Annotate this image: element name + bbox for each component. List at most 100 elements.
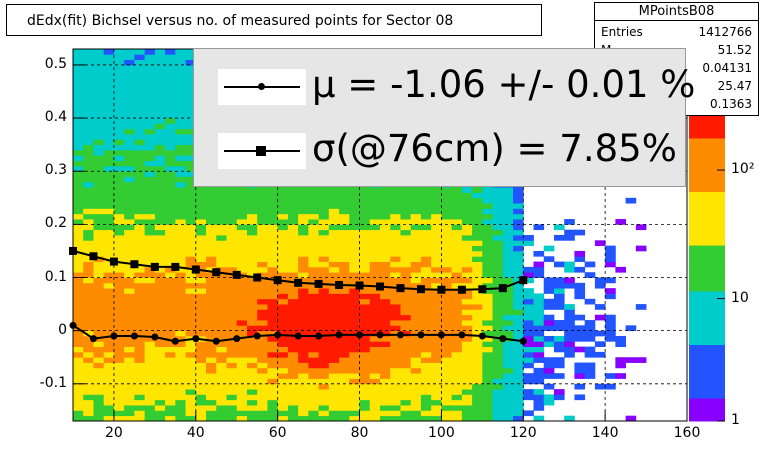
heatmap-cell xyxy=(277,219,289,225)
heatmap-cell xyxy=(185,282,197,289)
heatmap-cell xyxy=(502,314,514,321)
palette-band xyxy=(689,252,725,261)
heatmap-cell xyxy=(328,224,340,231)
heatmap-cell xyxy=(431,197,442,204)
heatmap-cell xyxy=(267,335,279,342)
heatmap-cell xyxy=(257,240,268,247)
heatmap-cell xyxy=(113,203,125,209)
heatmap-cell xyxy=(134,160,146,167)
heatmap-cell xyxy=(298,309,309,316)
heatmap-cell xyxy=(165,277,176,284)
heatmap-cell xyxy=(472,277,483,284)
heatmap-cell xyxy=(339,410,350,417)
heatmap-cell xyxy=(113,139,125,146)
heatmap-cell xyxy=(318,197,330,204)
heatmap-cell xyxy=(298,405,309,411)
heatmap-cell xyxy=(144,128,156,135)
heatmap-cell xyxy=(390,192,401,199)
heatmap-cell xyxy=(226,277,238,284)
heatmap-cell xyxy=(298,235,309,241)
heatmap-cell xyxy=(83,91,94,98)
heatmap-cell xyxy=(216,298,227,305)
heatmap-cell xyxy=(267,320,279,326)
heatmap-cell xyxy=(513,187,524,193)
heatmap-cell xyxy=(308,197,319,204)
heatmap-cell xyxy=(277,282,289,289)
heatmap-cell xyxy=(461,394,473,401)
heatmap-cell xyxy=(482,320,493,326)
heatmap-cell xyxy=(103,394,115,401)
heatmap-cell xyxy=(134,293,146,300)
heatmap-cell xyxy=(206,314,217,321)
heatmap-cell xyxy=(431,415,442,422)
heatmap-cell xyxy=(113,229,125,236)
palette-band xyxy=(689,283,725,292)
heatmap-cell xyxy=(83,49,94,55)
heatmap-cell xyxy=(441,309,453,316)
heatmap-cell xyxy=(594,351,606,358)
heatmap-cell xyxy=(175,134,186,140)
heatmap-cell xyxy=(482,256,493,262)
heatmap-cell xyxy=(236,224,248,231)
heatmap-cell xyxy=(73,64,84,71)
heatmap-cell xyxy=(134,272,146,278)
heatmap-cell xyxy=(144,250,156,257)
heatmap-cell xyxy=(73,80,84,87)
heatmap-cell xyxy=(175,112,186,119)
heatmap-cell xyxy=(277,304,289,310)
heatmap-cell xyxy=(420,378,432,385)
heatmap-cell xyxy=(533,378,545,385)
heatmap-cell xyxy=(165,107,176,114)
heatmap-cell xyxy=(83,335,94,342)
heatmap-cell xyxy=(93,181,105,188)
heatmap-cell xyxy=(195,261,207,268)
heatmap-cell xyxy=(287,314,299,321)
heatmap-cell xyxy=(83,107,94,114)
heatmap-cell xyxy=(482,378,493,385)
heatmap-cell xyxy=(93,330,105,337)
heatmap-cell xyxy=(83,128,94,135)
heatmap-cell xyxy=(277,410,289,417)
heatmap-cell xyxy=(134,171,146,177)
x-tick-label: 80 xyxy=(350,425,369,441)
heatmap-cell xyxy=(390,410,401,417)
heatmap-cell xyxy=(165,229,176,236)
heatmap-cell xyxy=(369,351,381,358)
heatmap-cell xyxy=(113,405,125,411)
heatmap-cell xyxy=(277,399,289,406)
heatmap-cell xyxy=(83,309,94,316)
series-point xyxy=(498,284,507,293)
heatmap-cell xyxy=(308,389,319,395)
heatmap-cell xyxy=(103,197,115,204)
heatmap-cell xyxy=(124,134,135,140)
heatmap-cell xyxy=(93,134,105,140)
heatmap-cell xyxy=(287,245,299,252)
heatmap-cell xyxy=(472,282,483,289)
heatmap-cell xyxy=(165,415,176,422)
palette-band xyxy=(689,191,725,200)
heatmap-cell xyxy=(185,208,197,215)
heatmap-cell xyxy=(451,362,463,369)
heatmap-cell xyxy=(246,272,258,278)
heatmap-cell xyxy=(236,320,248,326)
heatmap-cell xyxy=(502,208,514,215)
heatmap-cell xyxy=(441,250,453,257)
heatmap-cell xyxy=(431,282,442,289)
heatmap-cell xyxy=(144,351,156,358)
heatmap-cell xyxy=(246,330,258,337)
heatmap-cell xyxy=(318,192,330,199)
heatmap-cell xyxy=(165,70,176,76)
heatmap-cell xyxy=(339,341,350,347)
heatmap-cell xyxy=(113,165,125,172)
heatmap-cell xyxy=(175,282,186,289)
heatmap-cell xyxy=(277,224,289,231)
heatmap-cell xyxy=(523,389,534,395)
heatmap-cell xyxy=(369,410,381,417)
heatmap-cell xyxy=(206,325,217,332)
heatmap-cell xyxy=(533,266,545,273)
heatmap-cell xyxy=(154,208,166,215)
heatmap-cell xyxy=(482,405,493,411)
heatmap-cell xyxy=(349,330,360,337)
heatmap-cell xyxy=(380,304,391,310)
heatmap-cell xyxy=(298,213,309,220)
